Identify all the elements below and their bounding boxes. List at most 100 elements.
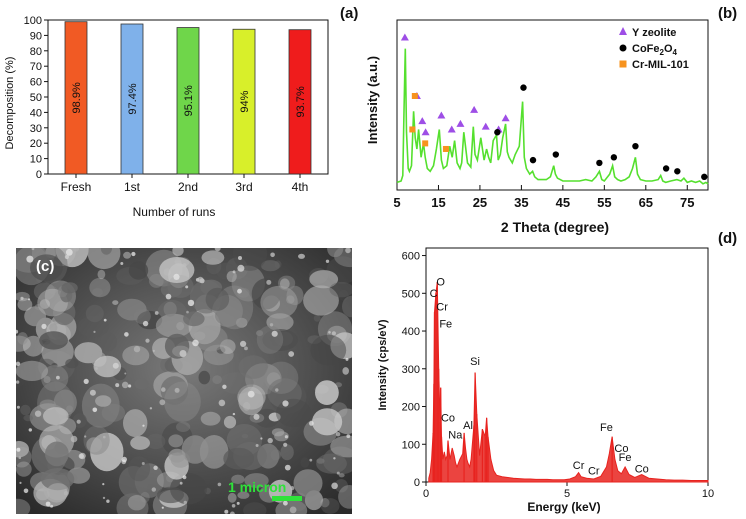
sem-highlight <box>186 310 189 314</box>
sem-particle <box>118 466 149 499</box>
sem-highlight <box>173 273 180 280</box>
sem-particle <box>342 367 350 375</box>
sem-highlight <box>142 320 149 327</box>
sem-particle <box>123 409 148 438</box>
x-tick-label-b: 5 <box>393 195 400 210</box>
x-tick-label-b: 75 <box>680 195 694 210</box>
sem-particle <box>160 357 175 373</box>
sem-particle <box>160 376 189 405</box>
sem-particle <box>97 269 106 280</box>
sem-highlight <box>214 248 221 252</box>
sem-particle <box>264 361 299 394</box>
peak-label-na: Na <box>448 430 463 442</box>
sem-particle <box>163 301 177 317</box>
sem-particle <box>205 287 230 311</box>
marker-cofe2o4 <box>494 129 501 136</box>
sem-particle <box>127 495 146 511</box>
sem-particle <box>66 405 73 413</box>
sem-particle <box>227 492 237 503</box>
sem-highlight <box>84 435 87 438</box>
y-tick-label-d: 200 <box>402 402 420 414</box>
sem-particle <box>128 456 151 482</box>
sem-highlight <box>284 464 291 471</box>
marker-cr-mil-101 <box>409 126 416 133</box>
sem-particle <box>241 433 249 439</box>
sem-highlight <box>16 329 19 334</box>
sem-highlight <box>289 506 297 514</box>
sem-highlight <box>255 444 259 447</box>
sem-highlight <box>76 419 81 424</box>
chart-a-xlabel: Number of runs <box>133 205 216 219</box>
bar-value-label: 95.1% <box>183 85 195 116</box>
sem-highlight <box>45 501 51 507</box>
sem-highlight <box>237 264 245 272</box>
sem-particle <box>140 491 150 503</box>
chart-b-ylabel: Intensity (a.u.) <box>365 56 380 144</box>
sem-particle <box>271 428 285 437</box>
sem-particle <box>256 325 284 354</box>
sem-highlight <box>16 447 21 452</box>
eds-spectrum <box>428 281 709 483</box>
sem-particle <box>226 270 237 283</box>
sem-particle <box>262 329 298 351</box>
sem-particle <box>320 498 330 508</box>
sem-particle <box>342 295 352 318</box>
sem-particle <box>243 502 267 514</box>
peak-label-co: Co <box>635 464 649 476</box>
sem-highlight <box>145 338 150 343</box>
peak-label-o: O <box>436 277 445 289</box>
x-tick-label-b: 15 <box>431 195 445 210</box>
sem-particle <box>83 425 110 455</box>
marker-cofe2o4 <box>701 173 708 181</box>
marker-y-zeolite <box>481 122 490 130</box>
sem-highlight <box>345 248 351 254</box>
sem-particle <box>45 441 69 467</box>
panel-c-label: (c) <box>36 258 55 275</box>
legend-marker-square <box>619 60 627 68</box>
y-tick-label-d: 400 <box>402 326 420 338</box>
bar-value-label: 97.4% <box>127 83 139 114</box>
sem-highlight <box>161 506 164 509</box>
sem-highlight <box>232 270 236 274</box>
sem-particle <box>16 446 32 468</box>
sem-particle <box>244 473 269 488</box>
sem-particle <box>300 457 310 468</box>
sem-particle <box>272 489 282 497</box>
y-tick-label-a: 10 <box>30 154 42 166</box>
sem-highlight <box>282 400 289 407</box>
x-tick-label-a: 3rd <box>235 180 252 194</box>
sem-highlight <box>83 378 89 384</box>
bar-value-label: 93.7% <box>295 86 307 117</box>
sem-highlight <box>182 475 187 480</box>
sem-highlight <box>23 488 29 494</box>
scale-bar <box>272 496 302 501</box>
sem-particle <box>200 411 221 426</box>
sem-particle <box>46 483 70 501</box>
sem-particle <box>146 433 166 450</box>
sem-particle <box>86 437 103 453</box>
sem-particle <box>39 399 56 411</box>
sem-particle <box>16 360 49 381</box>
sem-particle <box>338 485 352 509</box>
legend-marker-triangle <box>619 27 627 35</box>
marker-y-zeolite <box>400 33 409 41</box>
sem-highlight <box>288 351 295 357</box>
y-tick-label-d: 100 <box>402 439 420 451</box>
sem-particle <box>330 435 352 458</box>
sem-highlight <box>73 248 80 252</box>
sem-particle <box>153 371 188 400</box>
sem-particle <box>123 251 132 259</box>
y-tick-label-a: 90 <box>30 30 42 42</box>
sem-highlight <box>346 434 351 439</box>
sem-particle <box>274 260 282 269</box>
y-tick-label-a: 30 <box>30 123 42 135</box>
sem-highlight <box>165 293 172 300</box>
sem-highlight <box>121 456 128 463</box>
sem-highlight <box>269 323 274 327</box>
sem-particle <box>312 408 343 436</box>
peak-label-cr: Cr <box>573 460 585 472</box>
peak-label-fe: Fe <box>619 452 632 464</box>
sem-particle <box>238 386 264 416</box>
sem-particle <box>223 447 255 470</box>
sem-highlight <box>271 330 278 337</box>
